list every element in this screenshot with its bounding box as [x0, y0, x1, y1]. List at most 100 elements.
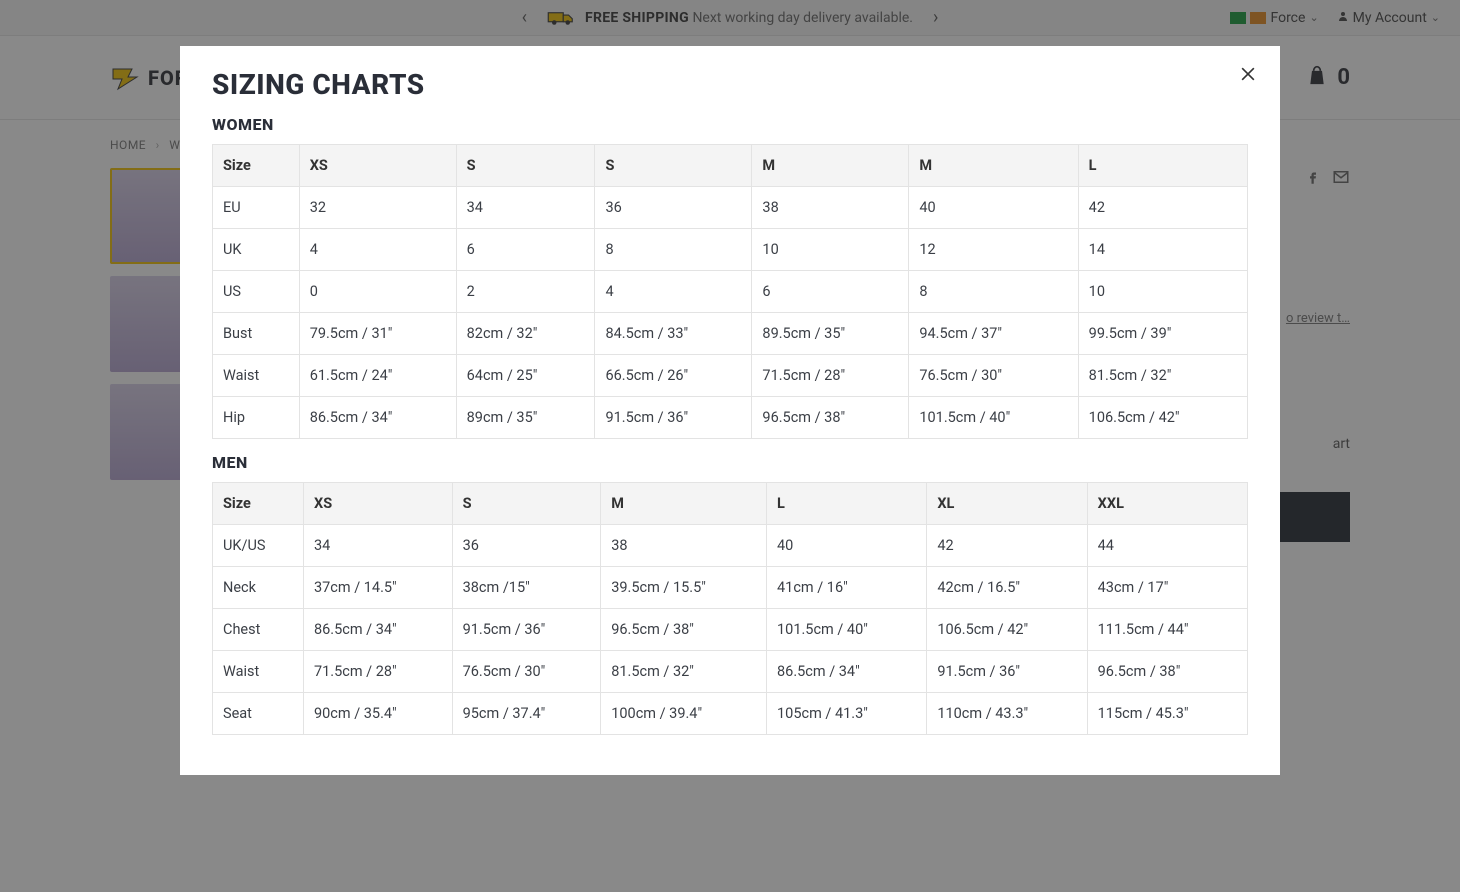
table-cell: 90cm / 35.4": [304, 693, 453, 735]
table-cell: US: [213, 271, 300, 313]
table-cell: 32: [299, 187, 456, 229]
table-header: M: [601, 483, 767, 525]
table-cell: 37cm / 14.5": [304, 567, 453, 609]
table-cell: 42: [1078, 187, 1247, 229]
table-cell: 100cm / 39.4": [601, 693, 767, 735]
table-header: S: [452, 483, 601, 525]
sizing-modal: SIZING CHARTS WOMEN SizeXSSSMML EU323436…: [180, 46, 1280, 775]
table-cell: Waist: [213, 355, 300, 397]
table-header: L: [767, 483, 927, 525]
table-cell: 2: [456, 271, 595, 313]
table-cell: 12: [909, 229, 1078, 271]
table-cell: 34: [304, 525, 453, 567]
table-cell: 91.5cm / 36": [927, 651, 1087, 693]
table-cell: 4: [595, 271, 752, 313]
table-cell: UK/US: [213, 525, 304, 567]
table-row: Waist61.5cm / 24"64cm / 25"66.5cm / 26"7…: [213, 355, 1248, 397]
table-cell: 42cm / 16.5": [927, 567, 1087, 609]
table-cell: 4: [299, 229, 456, 271]
table-header: S: [595, 145, 752, 187]
table-row: Chest86.5cm / 34"91.5cm / 36"96.5cm / 38…: [213, 609, 1248, 651]
close-button[interactable]: [1238, 64, 1258, 88]
table-cell: 34: [456, 187, 595, 229]
table-cell: 38: [752, 187, 909, 229]
table-cell: 6: [456, 229, 595, 271]
table-header: M: [752, 145, 909, 187]
table-cell: 66.5cm / 26": [595, 355, 752, 397]
table-cell: Bust: [213, 313, 300, 355]
table-cell: 94.5cm / 37": [909, 313, 1078, 355]
table-cell: Waist: [213, 651, 304, 693]
table-row: Neck37cm / 14.5"38cm /15"39.5cm / 15.5"4…: [213, 567, 1248, 609]
table-row: UK/US343638404244: [213, 525, 1248, 567]
table-cell: 71.5cm / 28": [752, 355, 909, 397]
table-row: EU323436384042: [213, 187, 1248, 229]
table-row: Waist71.5cm / 28"76.5cm / 30"81.5cm / 32…: [213, 651, 1248, 693]
women-heading: WOMEN: [212, 115, 1248, 134]
table-cell: 81.5cm / 32": [1078, 355, 1247, 397]
table-header: Size: [213, 145, 300, 187]
table-cell: 95cm / 37.4": [452, 693, 601, 735]
table-cell: 8: [595, 229, 752, 271]
table-cell: 8: [909, 271, 1078, 313]
table-cell: 0: [299, 271, 456, 313]
table-cell: 76.5cm / 30": [452, 651, 601, 693]
table-cell: 82cm / 32": [456, 313, 595, 355]
table-cell: 39.5cm / 15.5": [601, 567, 767, 609]
table-cell: 10: [1078, 271, 1247, 313]
table-header: XS: [299, 145, 456, 187]
table-cell: 111.5cm / 44": [1087, 609, 1247, 651]
table-cell: 106.5cm / 42": [927, 609, 1087, 651]
table-cell: 36: [452, 525, 601, 567]
table-cell: 106.5cm / 42": [1078, 397, 1247, 439]
table-cell: 81.5cm / 32": [601, 651, 767, 693]
table-cell: 43cm / 17": [1087, 567, 1247, 609]
table-cell: 64cm / 25": [456, 355, 595, 397]
table-row: Bust79.5cm / 31"82cm / 32"84.5cm / 33"89…: [213, 313, 1248, 355]
table-cell: 79.5cm / 31": [299, 313, 456, 355]
women-size-table: SizeXSSSMML EU323436384042UK468101214US0…: [212, 144, 1248, 439]
men-heading: MEN: [212, 453, 1248, 472]
modal-overlay[interactable]: SIZING CHARTS WOMEN SizeXSSSMML EU323436…: [0, 0, 1460, 892]
table-header: XL: [927, 483, 1087, 525]
table-cell: 41cm / 16": [767, 567, 927, 609]
table-cell: 110cm / 43.3": [927, 693, 1087, 735]
table-header: M: [909, 145, 1078, 187]
table-cell: 101.5cm / 40": [909, 397, 1078, 439]
table-row: Seat90cm / 35.4"95cm / 37.4"100cm / 39.4…: [213, 693, 1248, 735]
table-header: XS: [304, 483, 453, 525]
table-cell: 96.5cm / 38": [1087, 651, 1247, 693]
table-cell: 6: [752, 271, 909, 313]
table-cell: 91.5cm / 36": [452, 609, 601, 651]
table-cell: 105cm / 41.3": [767, 693, 927, 735]
table-cell: 38: [601, 525, 767, 567]
close-icon: [1238, 64, 1258, 84]
table-cell: 86.5cm / 34": [304, 609, 453, 651]
table-cell: 38cm /15": [452, 567, 601, 609]
table-cell: 91.5cm / 36": [595, 397, 752, 439]
table-cell: 89.5cm / 35": [752, 313, 909, 355]
table-cell: 89cm / 35": [456, 397, 595, 439]
table-row: Hip86.5cm / 34"89cm / 35"91.5cm / 36"96.…: [213, 397, 1248, 439]
table-cell: UK: [213, 229, 300, 271]
table-cell: 86.5cm / 34": [299, 397, 456, 439]
table-cell: 96.5cm / 38": [601, 609, 767, 651]
table-header: S: [456, 145, 595, 187]
table-header: L: [1078, 145, 1247, 187]
table-cell: 76.5cm / 30": [909, 355, 1078, 397]
table-cell: 42: [927, 525, 1087, 567]
table-cell: 36: [595, 187, 752, 229]
table-cell: 96.5cm / 38": [752, 397, 909, 439]
table-cell: 61.5cm / 24": [299, 355, 456, 397]
modal-title: SIZING CHARTS: [212, 68, 1248, 101]
table-cell: 40: [767, 525, 927, 567]
table-cell: 101.5cm / 40": [767, 609, 927, 651]
table-row: US0246810: [213, 271, 1248, 313]
men-size-table: SizeXSSMLXLXXL UK/US343638404244Neck37cm…: [212, 482, 1248, 735]
table-cell: Chest: [213, 609, 304, 651]
table-cell: 40: [909, 187, 1078, 229]
table-cell: 99.5cm / 39": [1078, 313, 1247, 355]
table-cell: EU: [213, 187, 300, 229]
table-cell: Hip: [213, 397, 300, 439]
table-cell: 115cm / 45.3": [1087, 693, 1247, 735]
